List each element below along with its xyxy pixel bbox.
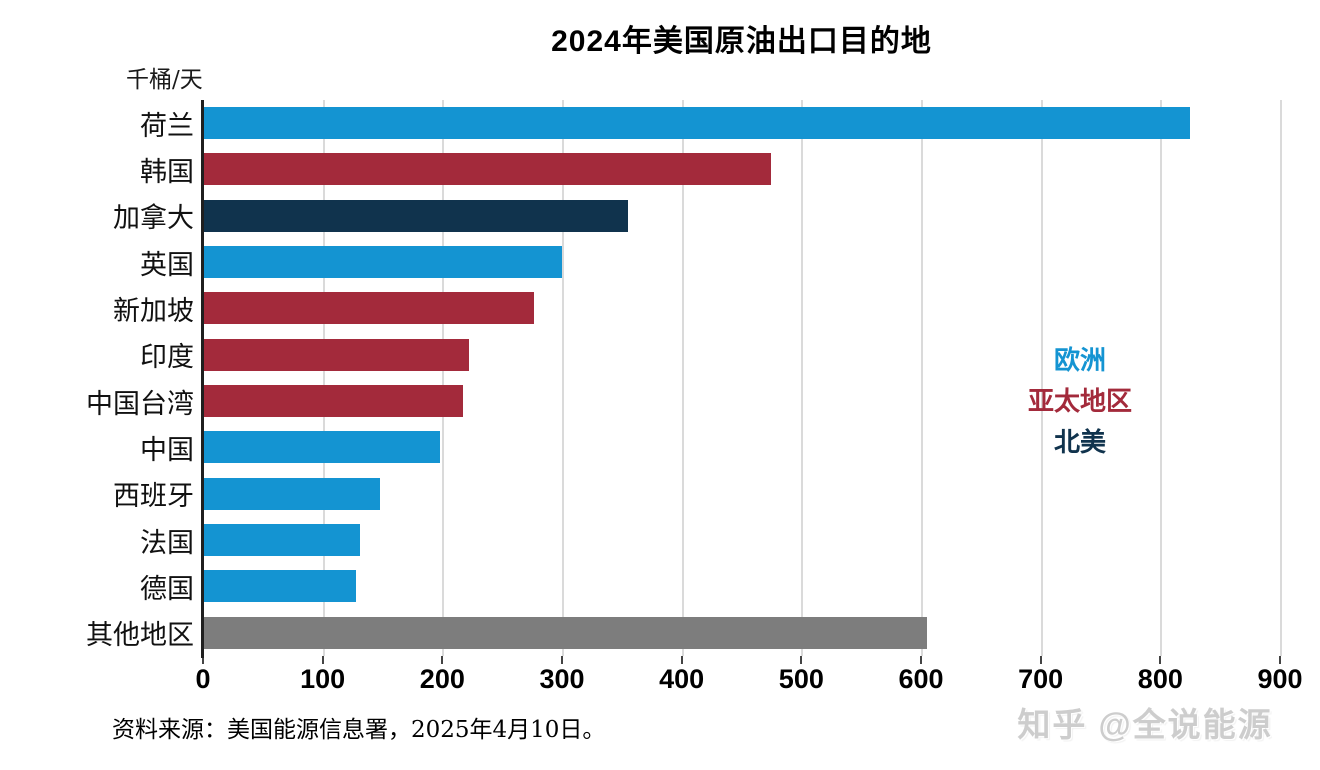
gridline-300 (562, 100, 564, 656)
category-label: 韩国 (140, 156, 194, 188)
bar-德国 (203, 570, 357, 603)
bar-西班牙 (203, 477, 381, 510)
axis-unit-label: 千桶/天 (126, 67, 203, 93)
bar-row-3 (203, 193, 1280, 239)
x-tick-label-400: 400 (659, 664, 705, 694)
bar-row-12 (203, 610, 1280, 656)
bar-row-4 (203, 239, 1280, 285)
x-tick-mark-900 (1279, 656, 1281, 664)
x-tick-mark-400 (680, 656, 683, 664)
bar-row-10 (203, 517, 1280, 563)
gridline-400 (681, 100, 684, 656)
x-tick-label-900: 900 (1257, 664, 1303, 694)
bar-法国 (203, 524, 360, 557)
source-note: 资料来源：美国能源信息署，2025年4月10日。 (112, 717, 606, 743)
plot-area (203, 100, 1282, 656)
x-tick-label-0: 0 (195, 664, 211, 694)
x-tick-mark-0 (202, 656, 204, 664)
gridline-900 (1280, 100, 1282, 656)
category-labels-column: 荷兰韩国加拿大英国新加坡印度中国台湾中国西班牙法国德国其他地区 (0, 100, 194, 656)
x-tick-label-100: 100 (300, 664, 346, 694)
bar-row-11 (203, 563, 1280, 609)
bar-row-6 (203, 332, 1280, 378)
x-tick-mark-500 (800, 656, 803, 664)
bar-row-9 (203, 471, 1280, 517)
x-tick-mark-700 (1039, 656, 1042, 664)
x-tick-mark-300 (561, 656, 563, 664)
x-tick-mark-800 (1159, 656, 1162, 664)
category-label: 荷兰 (140, 110, 194, 142)
category-label: 印度 (140, 342, 194, 374)
x-tick-mark-200 (441, 656, 444, 664)
x-tick-label-800: 800 (1137, 664, 1183, 694)
bar-row-1 (203, 100, 1280, 146)
x-tick-label-200: 200 (419, 664, 465, 694)
gridline-500 (801, 100, 804, 656)
category-label: 中国 (140, 434, 194, 466)
x-tick-mark-600 (920, 656, 922, 664)
legend-item-北美: 北美 (1053, 428, 1106, 458)
bar-row-8 (203, 424, 1280, 470)
bar-中国台湾 (203, 385, 463, 418)
bar-英国 (203, 246, 562, 279)
bars-container (203, 100, 1280, 656)
bar-韩国 (203, 153, 772, 186)
legend: 欧洲 亚太地区 北美 (995, 338, 1165, 461)
legend-item-欧洲: 欧洲 (1053, 346, 1106, 376)
bar-印度 (203, 338, 469, 371)
y-axis-line (201, 100, 204, 658)
category-label: 加拿大 (113, 203, 194, 235)
x-tick-label-700: 700 (1018, 664, 1064, 694)
bar-荷兰 (203, 107, 1191, 140)
gridline-600 (921, 100, 923, 656)
x-tick-label-600: 600 (898, 664, 944, 694)
gridline-800 (1160, 100, 1163, 656)
category-label: 英国 (140, 249, 194, 281)
legend-item-亚太地区: 亚太地区 (1027, 387, 1132, 417)
category-label: 法国 (140, 527, 194, 559)
category-label: 德国 (140, 573, 194, 605)
bar-中国 (203, 431, 440, 464)
x-tick-mark-100 (321, 656, 324, 664)
gridline-700 (1040, 100, 1043, 656)
bar-row-5 (203, 285, 1280, 331)
gridline-100 (322, 100, 325, 656)
bar-row-2 (203, 146, 1280, 192)
category-label: 新加坡 (113, 295, 194, 327)
bar-加拿大 (203, 199, 628, 232)
category-label: 西班牙 (113, 481, 194, 513)
bar-其他地区 (203, 616, 927, 649)
x-tick-label-500: 500 (778, 664, 824, 694)
watermark: 知乎 @全说能源 (1017, 706, 1273, 743)
chart-title: 2024年美国原油出口目的地 (551, 25, 932, 58)
category-label: 其他地区 (86, 620, 194, 652)
gridline-200 (442, 100, 445, 656)
x-tick-label-300: 300 (539, 664, 585, 694)
bar-row-7 (203, 378, 1280, 424)
bar-新加坡 (203, 292, 535, 325)
category-label: 中国台湾 (86, 388, 194, 420)
